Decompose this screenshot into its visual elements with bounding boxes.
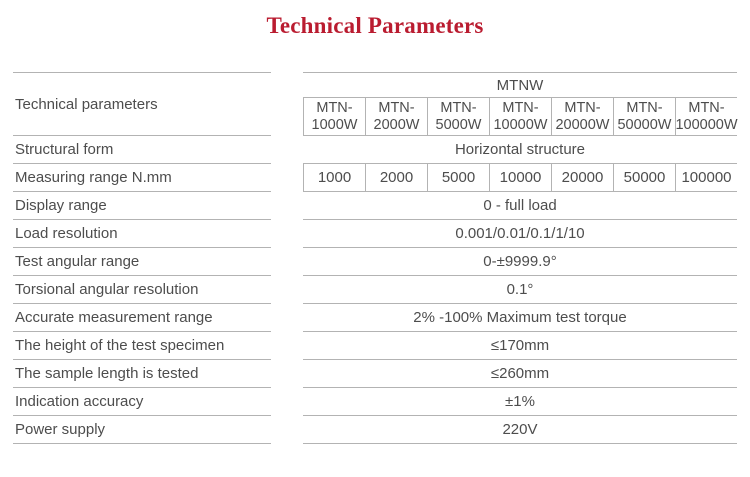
param-label-load-resolution: Load resolution (13, 220, 271, 248)
param-value-display-range: 0 - full load (303, 192, 737, 220)
param-value-measuring-range-2000: 2000 (365, 164, 427, 192)
param-label-sample-length: The sample length is tested (13, 360, 271, 388)
param-value-accurate-measurement-range: 2% -100% Maximum test torque (303, 304, 737, 332)
param-label-test-specimen-height: The height of the test specimen (13, 332, 271, 360)
param-label-accurate-measurement-range: Accurate measurement range (13, 304, 271, 332)
param-value-measuring-range-1000: 1000 (303, 164, 365, 192)
param-value-power-supply: 220V (303, 416, 737, 444)
param-value-measuring-range-10000: 10000 (489, 164, 551, 192)
param-label-test-angular-range: Test angular range (13, 248, 271, 276)
model-header-mtn-1000w: MTN-1000W (303, 98, 365, 136)
column-header-technical-parameters: Technical parameters (13, 72, 271, 136)
param-value-load-resolution: 0.001/0.01/0.1/1/10 (303, 220, 737, 248)
param-value-measuring-range-50000: 50000 (613, 164, 675, 192)
model-header-mtn-10000w: MTN-10000W (489, 98, 551, 136)
param-value-test-specimen-height: ≤170mm (303, 332, 737, 360)
model-header-mtn-100000w: MTN-100000W (675, 98, 738, 136)
param-label-measuring-range: Measuring range N.mm (13, 164, 271, 192)
param-value-test-angular-range: 0-±9999.9° (303, 248, 737, 276)
model-header-mtn-2000w: MTN-2000W (365, 98, 427, 136)
param-value-sample-length: ≤260mm (303, 360, 737, 388)
param-label-power-supply: Power supply (13, 416, 271, 444)
param-label-structural-form: Structural form (13, 136, 271, 164)
param-value-torsional-angular-resolution: 0.1° (303, 276, 737, 304)
param-value-indication-accuracy: ±1% (303, 388, 737, 416)
model-header-mtn-20000w: MTN-20000W (551, 98, 613, 136)
param-value-measuring-range-5000: 5000 (427, 164, 489, 192)
technical-parameters-table: Technical parameters MTNW MTN-1000W MTN-… (13, 72, 738, 444)
param-label-torsional-angular-resolution: Torsional angular resolution (13, 276, 271, 304)
model-header-mtn-5000w: MTN-5000W (427, 98, 489, 136)
series-header-mtnw: MTNW (303, 72, 737, 98)
page-title: Technical Parameters (266, 13, 484, 38)
param-value-measuring-range-100000: 100000 (675, 164, 737, 192)
param-label-display-range: Display range (13, 192, 271, 220)
param-value-measuring-range-20000: 20000 (551, 164, 613, 192)
param-value-structural-form: Horizontal structure (303, 136, 737, 164)
param-label-indication-accuracy: Indication accuracy (13, 388, 271, 416)
model-header-mtn-50000w: MTN-50000W (613, 98, 675, 136)
